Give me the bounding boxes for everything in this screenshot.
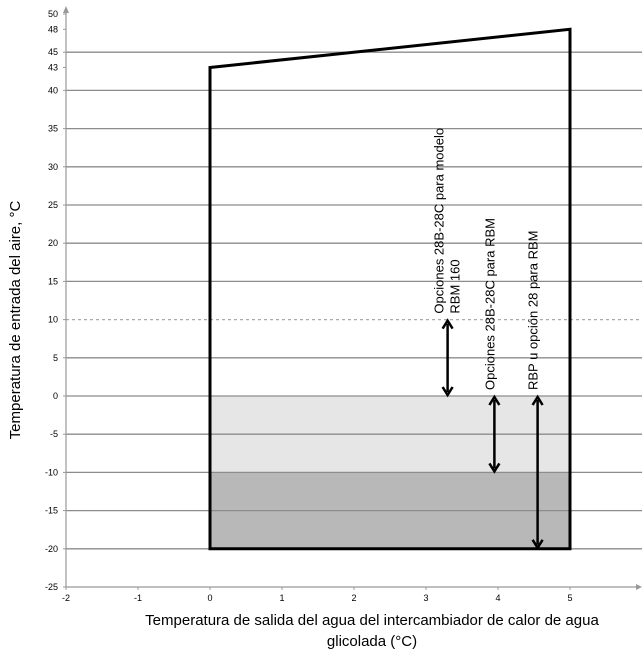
y-axis-arrowhead [63, 6, 69, 13]
x-tick-label: -2 [62, 593, 70, 603]
y-tick-label: 0 [53, 391, 58, 401]
range-arrow-2 [488, 394, 501, 474]
operating-envelope [208, 27, 572, 551]
x-tick-label: 3 [423, 593, 428, 603]
x-tick-label: 0 [207, 593, 212, 603]
x-tick-label: 2 [351, 593, 356, 603]
gridlines [66, 51, 642, 550]
y-tick-label: 48 [48, 24, 58, 34]
annotation-3-line-1: RBP u opción 28 para RBM [526, 231, 541, 390]
x-axis-arrowhead [636, 584, 642, 590]
arrowhead-down [531, 539, 544, 551]
envelope-outline [208, 27, 572, 551]
y-tick-label: -10 [45, 467, 58, 477]
x-tick-label: 4 [495, 593, 500, 603]
annotation-1-line-1: Opciones 28B-28C para modelo [432, 128, 447, 314]
y-tick-label: 10 [48, 315, 58, 325]
y-tick-label: 20 [48, 238, 58, 248]
y-tick-label: 30 [48, 162, 58, 172]
annotation-1-line-2: RBM 160 [448, 259, 463, 313]
arrowhead-up [531, 394, 544, 406]
y-tick-label: 15 [48, 276, 58, 286]
range-arrow-1 [441, 318, 454, 398]
annotation-2-line-1: Opciones 28B-28C para RBM [482, 218, 497, 390]
x-axis-title-line-2: glicolada (°C) [327, 633, 417, 650]
y-axis-title: Temperatura de entrada del aire, °C [7, 201, 24, 440]
arrowhead-up [488, 394, 501, 406]
range-arrow-3 [531, 394, 544, 551]
arrowhead-down [441, 386, 454, 398]
y-tick-label: -25 [45, 582, 58, 592]
arrowhead-up [441, 318, 454, 330]
y-tick-label: 50 [48, 9, 58, 19]
y-tick-label: 35 [48, 124, 58, 134]
x-axis-title-line-1: Temperatura de salida del agua del inter… [145, 612, 599, 629]
annotations: Opciones 28B-28C para modelo RBM 160 Opcio… [432, 128, 541, 390]
x-tick-label: -1 [134, 593, 142, 603]
y-tick-label: -15 [45, 506, 58, 516]
x-tick-label: 5 [567, 593, 572, 603]
y-tick-label: -20 [45, 544, 58, 554]
y-tick-label: 40 [48, 85, 58, 95]
y-tick-label: 25 [48, 200, 58, 210]
y-tick-label: 5 [53, 353, 58, 363]
y-tick-label: 45 [48, 47, 58, 57]
x-tick-labels: -2 -1 0 1 2 3 4 5 [62, 593, 573, 603]
range-arrows [441, 318, 544, 551]
y-tick-label: 43 [48, 62, 58, 72]
axes [63, 6, 642, 590]
y-tick-label: -5 [50, 429, 58, 439]
x-tick-label: 1 [279, 593, 284, 603]
arrowhead-down [488, 462, 501, 474]
